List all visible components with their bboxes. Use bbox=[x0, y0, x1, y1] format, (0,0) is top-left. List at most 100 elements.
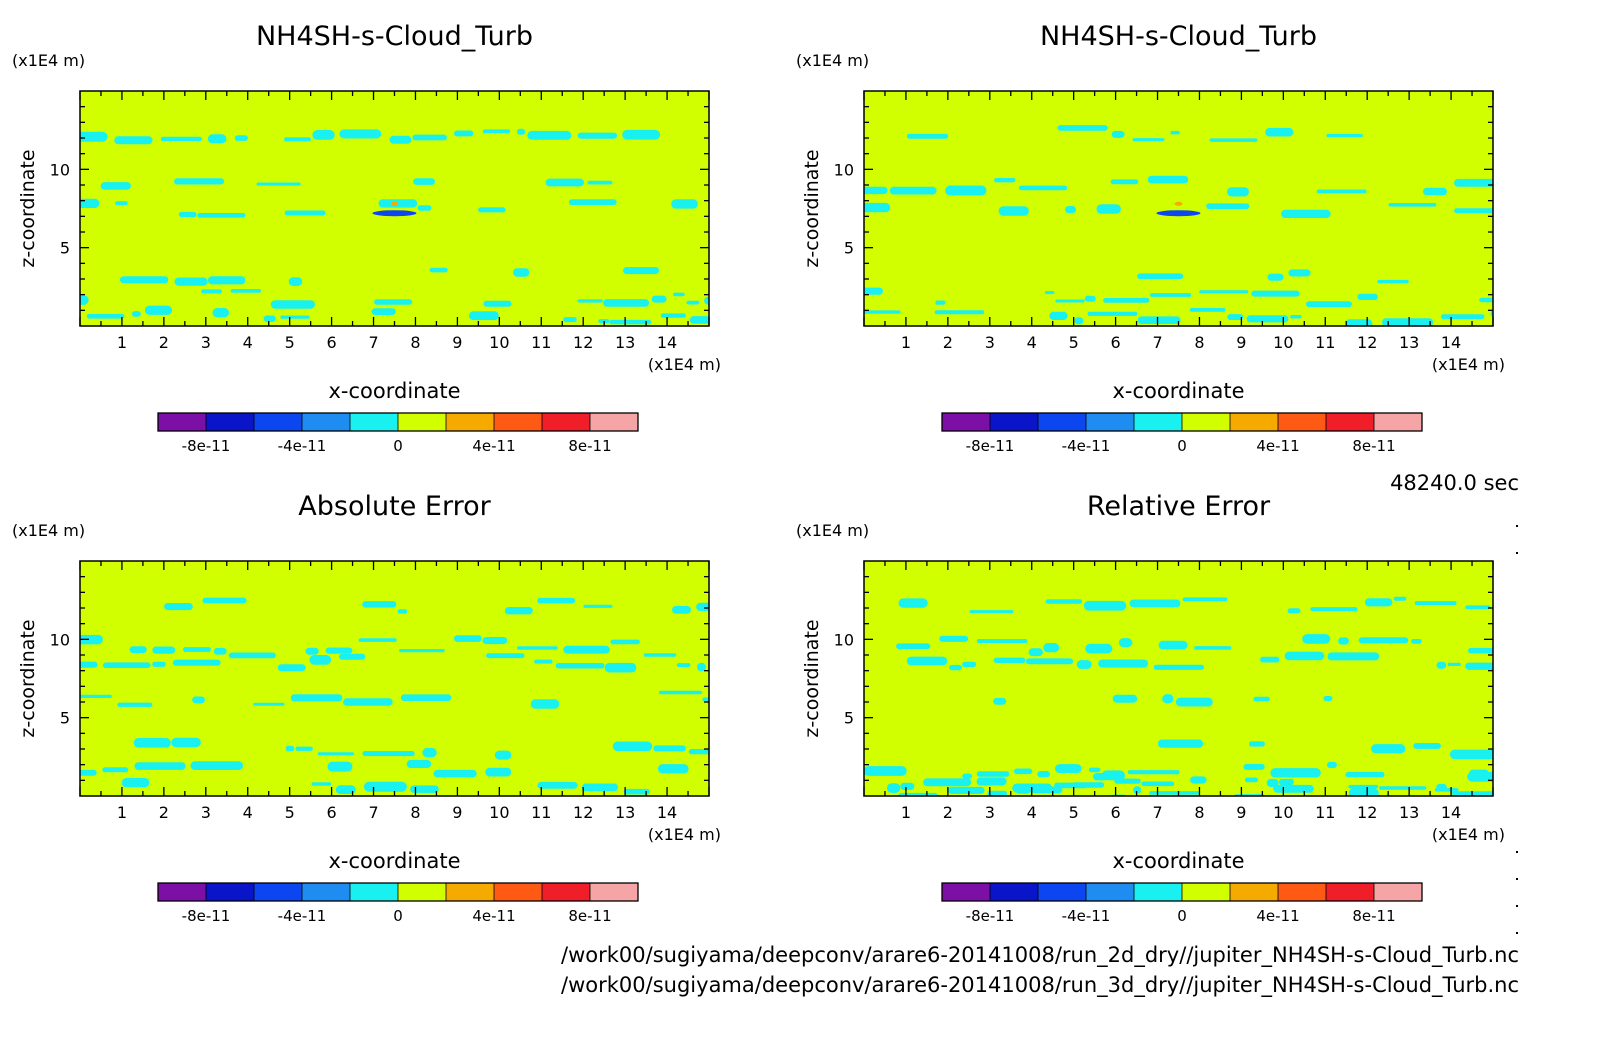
colorbar-swatch bbox=[158, 413, 206, 431]
contour-patch bbox=[1249, 741, 1265, 747]
x-tick-label: 11 bbox=[531, 803, 551, 822]
contour-patch bbox=[317, 752, 355, 756]
x-tick-label: 13 bbox=[1399, 803, 1419, 822]
y-unit-label: (x1E4 m) bbox=[796, 51, 869, 70]
contour-patch bbox=[171, 737, 201, 748]
contour-patch bbox=[1267, 273, 1284, 281]
contour-patch bbox=[653, 745, 686, 752]
x-tick-label: 11 bbox=[1315, 333, 1335, 352]
contour-patch bbox=[152, 646, 176, 654]
colorbar: -8e-11 -4e-11 0 4e-11 8e-11 bbox=[941, 882, 1423, 925]
x-tick-label: 4 bbox=[1027, 333, 1037, 352]
contour-patch bbox=[898, 792, 939, 796]
contour-patch bbox=[295, 746, 313, 751]
contour-patch bbox=[86, 314, 125, 319]
contour-patch bbox=[1043, 643, 1060, 653]
colorbar-swatch bbox=[158, 883, 206, 901]
x-tick-label: 9 bbox=[1236, 803, 1246, 822]
contour-patch bbox=[270, 300, 315, 309]
contour-patch bbox=[1206, 203, 1250, 210]
contour-feature bbox=[1156, 210, 1201, 217]
contour-patch bbox=[339, 653, 366, 660]
contour-patch bbox=[976, 777, 1007, 786]
x-tick-label: 1 bbox=[117, 803, 127, 822]
contour-patch bbox=[1074, 317, 1084, 325]
contour-patch bbox=[178, 211, 197, 218]
margin-dot bbox=[1516, 905, 1518, 907]
contour-patch bbox=[587, 180, 613, 185]
contour-patch bbox=[305, 647, 319, 655]
contour-patch bbox=[1364, 598, 1393, 607]
contour-patch bbox=[1025, 658, 1074, 665]
x-tick-label: 1 bbox=[901, 333, 911, 352]
contour-patch bbox=[1284, 651, 1325, 661]
colorbar-tick-label: 0 bbox=[393, 907, 403, 925]
contour-patch bbox=[530, 699, 560, 709]
contour-field bbox=[80, 128, 709, 325]
file-path-label: /work00/sugiyama/deepconv/arare6-2014100… bbox=[561, 943, 1519, 968]
x-tick-label: 11 bbox=[531, 333, 551, 352]
colorbar-swatch bbox=[1374, 413, 1422, 431]
file-path-label: /work00/sugiyama/deepconv/arare6-2014100… bbox=[561, 973, 1519, 998]
contour-patch bbox=[1114, 778, 1141, 784]
y-unit-label: (x1E4 m) bbox=[796, 521, 869, 540]
contour-patch bbox=[864, 202, 891, 213]
contour-patch bbox=[1101, 770, 1125, 781]
contour-patch bbox=[1158, 640, 1188, 650]
contour-patch bbox=[80, 769, 97, 776]
margin-dot bbox=[1516, 851, 1518, 853]
x-tick-label: 5 bbox=[285, 333, 295, 352]
x-tick-label: 10 bbox=[1273, 803, 1293, 822]
contour-patch bbox=[1227, 187, 1249, 197]
contour-patch bbox=[417, 205, 432, 211]
x-tick-label: 8 bbox=[410, 803, 420, 822]
contour-patch bbox=[1227, 314, 1244, 320]
contour-patch bbox=[207, 276, 246, 285]
contour-patch bbox=[1149, 791, 1200, 795]
contour-patch bbox=[133, 738, 171, 748]
contour-patch bbox=[327, 761, 353, 772]
contour-patch bbox=[494, 750, 512, 760]
contour-patch bbox=[1345, 771, 1385, 778]
contour-patch bbox=[1147, 175, 1189, 184]
contour-patch bbox=[454, 130, 474, 137]
contour-patch bbox=[1449, 749, 1493, 760]
x-tick-label: 10 bbox=[1273, 333, 1293, 352]
contour-patch bbox=[1015, 785, 1031, 794]
x-tick-label: 9 bbox=[1236, 333, 1246, 352]
y-axis-label: z-coordinate bbox=[17, 619, 39, 737]
contour-patch bbox=[325, 647, 353, 654]
y-axis-label: z-coordinate bbox=[17, 149, 39, 267]
x-tick-label: 6 bbox=[327, 803, 337, 822]
colorbar-tick-label: -8e-11 bbox=[182, 437, 231, 455]
x-tick-label: 1 bbox=[117, 333, 127, 352]
contour-patch bbox=[1316, 189, 1367, 194]
colorbar-tick-label: 4e-11 bbox=[1256, 437, 1299, 455]
contour-patch bbox=[1413, 743, 1441, 749]
contour-patch bbox=[1150, 293, 1192, 297]
x-tick-label: 3 bbox=[201, 803, 211, 822]
contour-patch bbox=[454, 635, 482, 642]
contour-patch bbox=[563, 317, 577, 323]
contour-patch bbox=[263, 315, 276, 322]
x-tick-label: 6 bbox=[1111, 803, 1121, 822]
contour-patch bbox=[277, 664, 306, 672]
x-tick-label: 10 bbox=[489, 803, 509, 822]
contour-patch bbox=[1338, 637, 1349, 645]
contour-patch bbox=[537, 781, 578, 789]
contour-patch bbox=[1345, 319, 1373, 326]
contour-patch bbox=[1302, 634, 1331, 644]
contour-patch bbox=[102, 662, 151, 668]
contour-field bbox=[80, 597, 709, 795]
contour-patch bbox=[1133, 786, 1142, 794]
contour-patch bbox=[399, 649, 445, 653]
contour-patch bbox=[1199, 290, 1249, 294]
contour-patch bbox=[516, 128, 526, 135]
contour-patch bbox=[969, 610, 1014, 614]
colorbar-swatch bbox=[254, 413, 302, 431]
chart-panel: Absolute Error(x1E4 m)1 2 3 4 5 6 7 8 9 10 11 12 13 1… bbox=[12, 491, 721, 925]
colorbar-swatch bbox=[206, 883, 254, 901]
contour-patch bbox=[164, 603, 193, 611]
colorbar-swatch bbox=[1086, 883, 1134, 901]
colorbar-swatch bbox=[590, 413, 638, 431]
